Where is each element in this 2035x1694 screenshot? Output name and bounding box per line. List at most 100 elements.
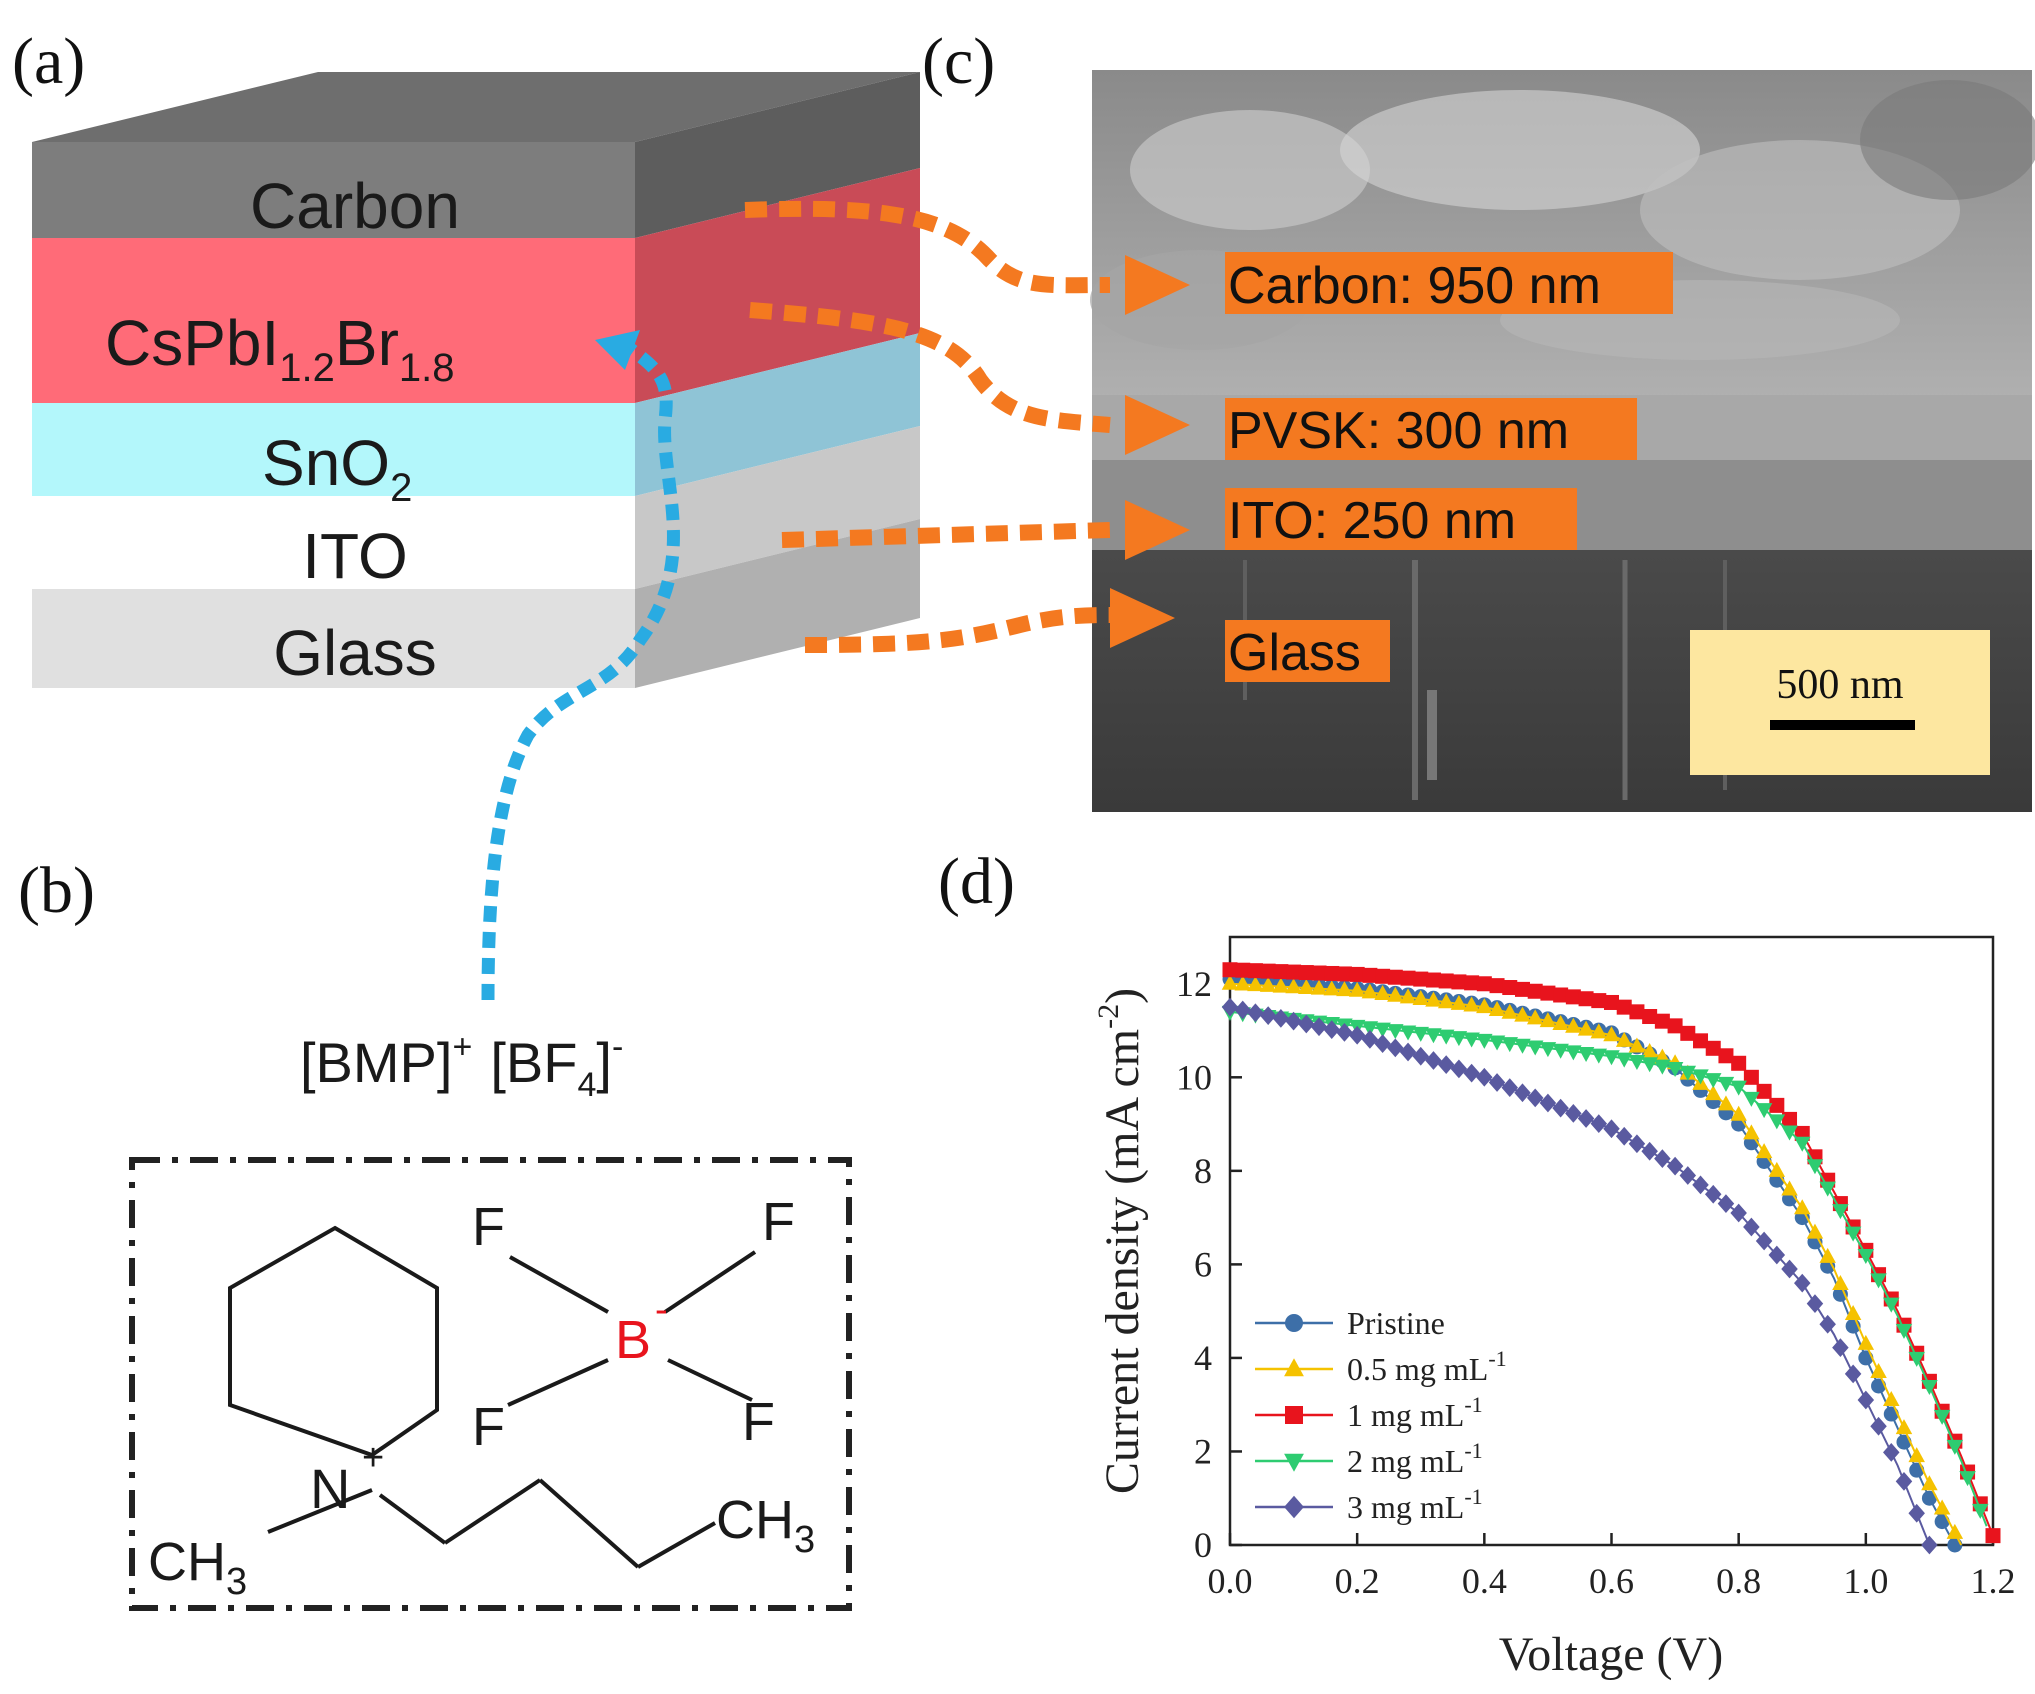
- legend-label: Pristine: [1347, 1305, 1445, 1341]
- data-point: [1387, 986, 1404, 1002]
- data-point: [1819, 1181, 1836, 1197]
- panel-c-label: (c): [922, 25, 995, 98]
- data-point: [1463, 1032, 1480, 1048]
- x-tick-label: 0.4: [1462, 1561, 1507, 1601]
- methyl-left: CH3: [148, 1532, 247, 1603]
- data-point: [1782, 1111, 1798, 1127]
- data-point: [1768, 1161, 1786, 1177]
- label-perovskite: CsPbI1.2Br1.8: [105, 307, 455, 390]
- data-point: [1234, 975, 1251, 991]
- label-glass: Glass: [273, 617, 437, 689]
- legend-marker: [1284, 1358, 1304, 1377]
- data-point: [1539, 1042, 1557, 1058]
- data-point: [1272, 977, 1290, 993]
- data-point: [1476, 976, 1492, 992]
- data-point: [1501, 1037, 1519, 1053]
- data-point: [1667, 1018, 1683, 1034]
- panel-a-label: (a): [12, 25, 85, 98]
- data-point: [1933, 1409, 1951, 1425]
- data-point: [1514, 1038, 1531, 1054]
- data-point: [1221, 997, 1239, 1017]
- perovskite-layer: [32, 238, 635, 403]
- data-point: [1361, 1030, 1379, 1049]
- y-tick-label: 8: [1194, 1151, 1212, 1191]
- legend-marker: [1284, 1453, 1304, 1472]
- series-line: [1229, 1006, 1931, 1546]
- data-point: [1413, 971, 1429, 987]
- ito-layer: [32, 496, 635, 589]
- legend-label: 2 mg mL-1: [1347, 1438, 1483, 1479]
- data-point: [1235, 962, 1251, 978]
- data-point: [1870, 1273, 1887, 1289]
- data-point: [1717, 1194, 1735, 1213]
- data-point: [1565, 1017, 1582, 1033]
- data-point: [1514, 981, 1530, 997]
- data-point: [1857, 1390, 1875, 1410]
- data-point: [1756, 1083, 1772, 1099]
- data-point: [1959, 1471, 1976, 1487]
- data-point: [1463, 1063, 1480, 1083]
- atom-b-charge: -: [655, 1289, 668, 1331]
- y-tick-label: 0: [1194, 1525, 1212, 1565]
- callout-carbon: Carbon: 950 nm: [1228, 257, 1601, 315]
- data-point: [1450, 994, 1468, 1010]
- data-point: [1247, 1003, 1264, 1023]
- data-point: [1693, 1033, 1709, 1049]
- data-point: [1273, 964, 1289, 980]
- methyl-right: CH3: [716, 1490, 815, 1561]
- data-point: [1883, 1297, 1900, 1313]
- data-point: [1603, 1026, 1620, 1042]
- data-point: [1399, 1042, 1417, 1062]
- callout-labels: Carbon: 950 nm PVSK: 300 nm ITO: 250 nm …: [1225, 252, 1673, 682]
- data-point: [1323, 980, 1340, 996]
- data-point: [1552, 1043, 1569, 1059]
- data-point: [1285, 1011, 1302, 1031]
- data-point: [1679, 1065, 1697, 1081]
- data-point: [1755, 1103, 1773, 1119]
- x-tick-label: 0.6: [1589, 1561, 1634, 1601]
- data-point: [1604, 994, 1619, 1010]
- data-point: [1247, 976, 1264, 992]
- data-point: [1743, 1124, 1760, 1140]
- data-point: [1883, 1443, 1900, 1462]
- data-point: [1526, 1040, 1544, 1056]
- label-sno2: SnO2: [262, 427, 412, 510]
- data-point: [1806, 1223, 1824, 1239]
- data-point: [1615, 1052, 1633, 1068]
- legend-marker: [1285, 1406, 1303, 1424]
- data-point: [1298, 965, 1314, 981]
- data-point: [1362, 967, 1378, 983]
- data-point: [1615, 1031, 1633, 1047]
- data-point: [1718, 1048, 1734, 1064]
- data-point: [1565, 1045, 1582, 1061]
- data-point: [1844, 1226, 1862, 1242]
- data-point: [1577, 1020, 1595, 1036]
- data-point: [1704, 1184, 1722, 1204]
- data-point: [1400, 970, 1416, 986]
- data-point: [1286, 964, 1302, 980]
- x-tick-label: 0.8: [1716, 1561, 1761, 1601]
- data-point: [1654, 1013, 1670, 1029]
- chart-legend: Pristine 0.5 mg mL-1 1 mg mL-1 2 mg mL-1 3 m…: [1255, 1305, 1507, 1525]
- data-point: [1615, 1126, 1633, 1146]
- data-point: [1526, 1088, 1544, 1108]
- data-point: [1819, 1314, 1836, 1334]
- data-point: [1972, 1503, 1989, 1519]
- data-point: [1743, 1069, 1759, 1085]
- data-point: [1247, 963, 1263, 979]
- data-point: [1921, 1475, 1938, 1491]
- data-point: [1298, 978, 1315, 994]
- data-point: [1361, 1021, 1379, 1037]
- data-point: [1450, 1031, 1468, 1047]
- data-point: [1336, 1023, 1353, 1042]
- data-point: [1272, 1009, 1290, 1028]
- data-point: [1222, 962, 1238, 978]
- data-point: [1857, 1249, 1875, 1265]
- data-point: [1399, 1025, 1417, 1041]
- data-point: [1375, 968, 1391, 984]
- data-point: [1794, 1273, 1811, 1293]
- data-point: [1336, 981, 1353, 997]
- data-point: [1577, 1109, 1595, 1128]
- data-point: [1871, 1378, 1887, 1394]
